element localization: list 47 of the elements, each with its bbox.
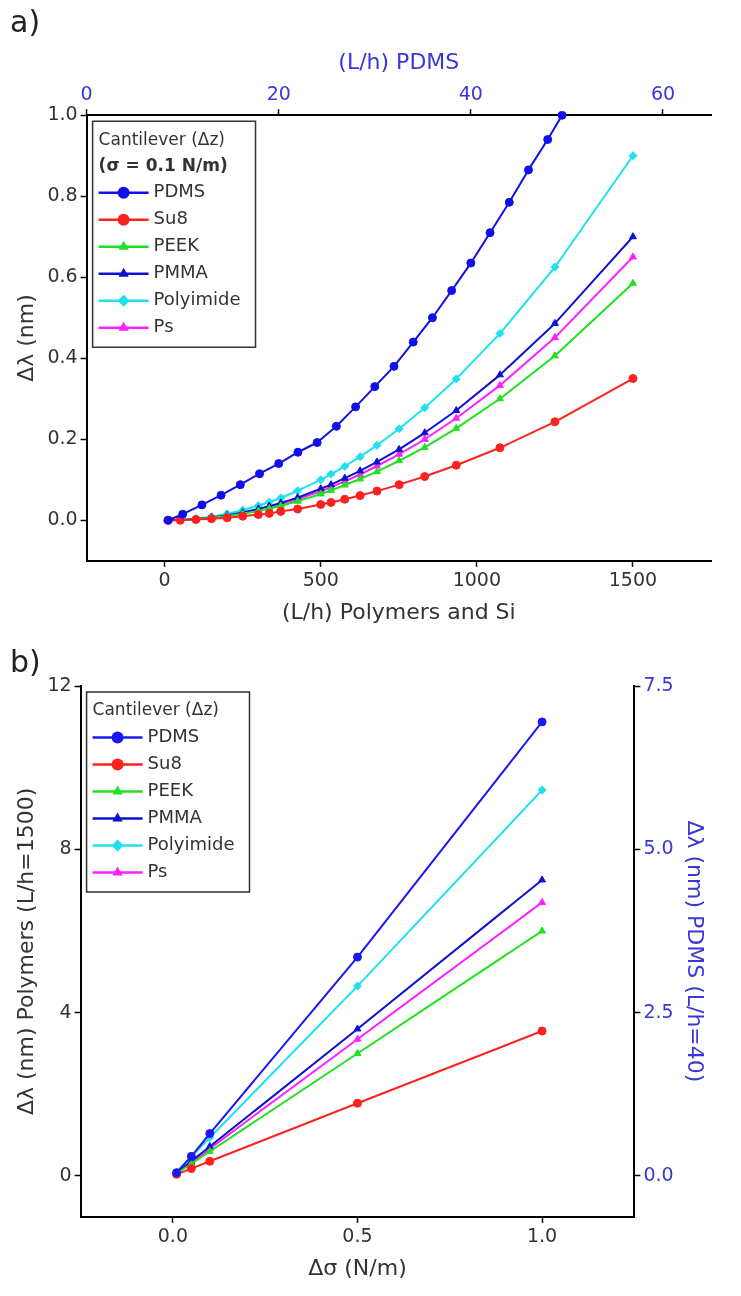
y-tick-label: 0.6 xyxy=(47,264,78,287)
legend-label: Polyimide xyxy=(147,833,235,855)
legend-label: Ps xyxy=(147,860,168,882)
y-tick-label: 0 xyxy=(59,1162,72,1185)
legend-label: Ps xyxy=(153,315,174,337)
y-tick-label: 0.0 xyxy=(47,507,78,530)
x2-tick-label: 60 xyxy=(650,81,676,104)
x2-tick-label: 20 xyxy=(266,81,291,104)
legend-label: PDMS xyxy=(153,180,206,202)
x2-axis-title: (L/h) PDMS xyxy=(338,48,460,74)
y2-tick-label: 0.0 xyxy=(643,1162,674,1185)
x-tick-label: 0.0 xyxy=(157,1224,188,1247)
y2-axis-title: Δλ (nm) PDMS (L/h=40) xyxy=(683,820,709,1083)
x2-tick-label: 40 xyxy=(458,81,483,104)
y2-tick-label: 7.5 xyxy=(643,672,674,695)
y-tick-label: 0.8 xyxy=(47,183,78,206)
y-axis-title: Δλ (nm) xyxy=(12,294,38,382)
y-tick-label: 12 xyxy=(47,672,72,695)
legend-label: PMMA xyxy=(147,806,203,828)
chart-title: a) xyxy=(10,3,41,39)
y-axis-title: Δλ (nm) Polymers (L/h=1500) xyxy=(12,787,38,1116)
legend-label: PMMA xyxy=(153,261,209,283)
legend-label: PEEK xyxy=(147,779,195,801)
y-tick-label: 8 xyxy=(59,836,72,859)
x-tick-label: 0 xyxy=(158,568,171,591)
legend-title: Cantilever (Δz) (σ = 0.1 N/m) xyxy=(98,128,228,175)
x-tick-label: 1000 xyxy=(452,568,502,591)
y-tick-label: 1.0 xyxy=(47,102,78,125)
y2-tick-label: 5.0 xyxy=(643,836,674,859)
x-tick-label: 0.5 xyxy=(342,1224,373,1247)
legend-label: Su8 xyxy=(147,752,182,774)
legend-label: Polyimide xyxy=(153,288,241,310)
x-tick-label: 1.0 xyxy=(526,1224,558,1247)
y-tick-label: 0.2 xyxy=(47,426,78,449)
x-axis-title: (L/h) Polymers and Si xyxy=(281,598,516,624)
x-tick-label: 500 xyxy=(302,568,339,591)
legend-title: Cantilever (Δz) xyxy=(92,699,219,720)
x2-tick-label: 0 xyxy=(80,81,93,104)
legend-label: PEEK xyxy=(153,234,201,256)
legend-label: PDMS xyxy=(147,725,200,747)
chart-title: b) xyxy=(10,643,41,679)
y-tick-label: 4 xyxy=(59,999,72,1022)
y2-tick-label: 2.5 xyxy=(643,999,674,1022)
x-tick-label: 1500 xyxy=(608,568,658,591)
y-tick-label: 0.4 xyxy=(47,345,78,368)
x-axis-title: Δσ (N/m) xyxy=(308,1254,407,1280)
legend-label: Su8 xyxy=(153,207,188,229)
